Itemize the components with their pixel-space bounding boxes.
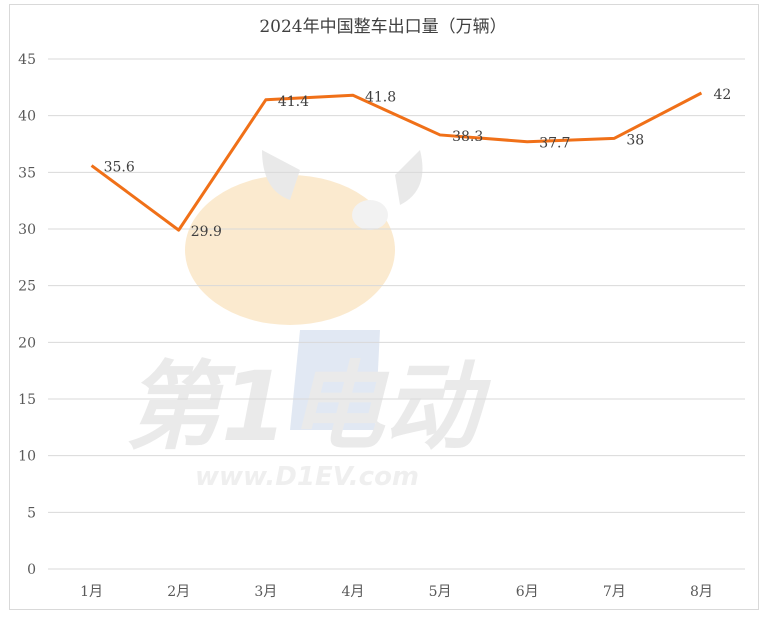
data-label: 35.6 — [104, 160, 135, 176]
watermark-logo-text: 第1电动 — [125, 351, 492, 463]
x-axis: 1月 2月 3月 4月 5月 6月 7月 8月 — [80, 584, 713, 600]
x-tick-label: 4月 — [341, 584, 364, 600]
gridlines — [48, 58, 745, 570]
x-tick-label: 2月 — [167, 584, 190, 600]
watermark-mascot-eye — [352, 200, 388, 230]
data-label: 37.7 — [539, 136, 570, 152]
series-polyline — [90, 91, 703, 232]
y-tick-label: 40 — [18, 109, 36, 125]
data-label: 41.8 — [365, 89, 396, 105]
y-tick-label: 25 — [18, 279, 36, 295]
x-tick-label: 5月 — [429, 584, 452, 600]
y-tick-label: 35 — [18, 165, 36, 181]
x-tick-label: 1月 — [80, 584, 103, 600]
watermark: 第1电动 www.D1EV.com — [125, 150, 492, 492]
chart-title: 2024年中国整车出口量（万辆） — [259, 17, 507, 37]
y-tick-label: 0 — [27, 562, 36, 578]
x-tick-label: 8月 — [690, 584, 713, 600]
watermark-mascot-antler-right — [395, 150, 423, 205]
series-line — [90, 91, 703, 232]
data-labels: 35.6 29.9 41.4 41.8 38.3 37.7 38 42 — [104, 87, 732, 240]
y-tick-label: 10 — [18, 449, 36, 465]
watermark-mascot-head — [185, 175, 395, 325]
y-tick-label: 30 — [18, 222, 36, 238]
data-label: 38.3 — [452, 129, 483, 145]
y-axis: 0 5 10 15 20 25 30 35 40 45 — [18, 52, 36, 578]
watermark-mascot-body — [290, 330, 380, 430]
watermark-mascot-antler-left — [262, 150, 300, 200]
data-label: 41.4 — [278, 94, 309, 110]
x-tick-label: 3月 — [254, 584, 277, 600]
y-tick-label: 20 — [18, 335, 36, 351]
x-tick-label: 7月 — [603, 584, 626, 600]
y-tick-label: 5 — [27, 505, 36, 521]
chart-frame — [9, 4, 759, 610]
data-label: 42 — [713, 87, 731, 103]
y-tick-label: 15 — [18, 392, 36, 408]
y-tick-label: 45 — [18, 52, 36, 68]
x-tick-label: 6月 — [516, 584, 539, 600]
data-label: 38 — [626, 132, 644, 148]
data-label: 29.9 — [191, 224, 222, 240]
watermark-url: www.D1EV.com — [195, 462, 419, 492]
